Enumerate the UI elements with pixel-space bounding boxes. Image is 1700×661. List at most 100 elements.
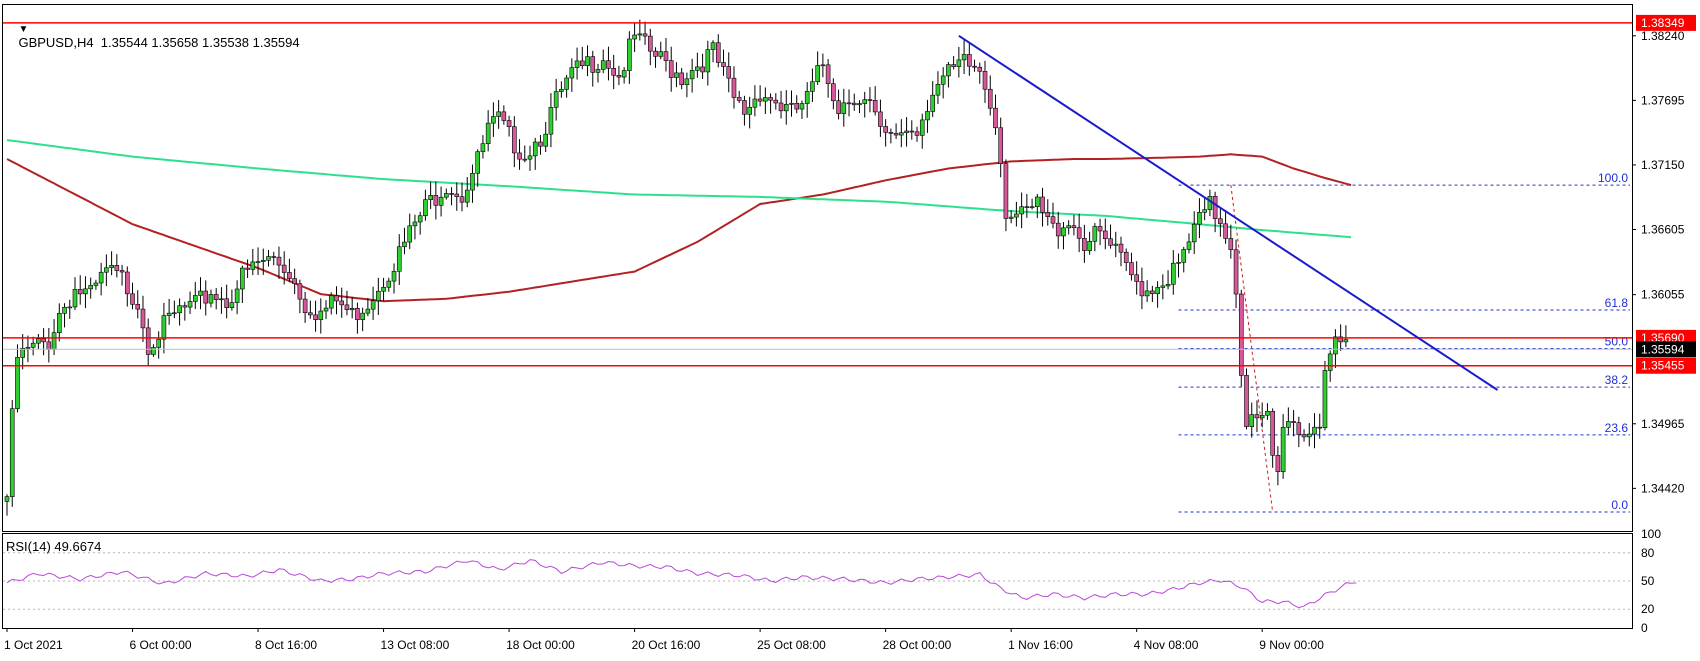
time-label: 1 Nov 16:00 [1008,638,1073,652]
candle-body [512,126,517,154]
candle-body [491,116,496,124]
candle-body [250,261,256,270]
candle-body [1071,225,1077,229]
candle-body [1087,241,1092,251]
price-tick-label: 1.36605 [1641,222,1685,236]
candle-body [899,132,904,136]
rsi-line [6,559,1357,609]
candle-body [485,122,491,145]
candle-body [1176,262,1181,264]
candle-body [506,120,512,127]
candle-body [564,77,569,90]
candle-body [1118,243,1124,253]
rsi-tick-label: 50 [1641,574,1655,588]
candle-body [721,62,726,67]
candle-body [789,102,794,105]
candle-body [297,283,303,300]
candle-body [344,304,350,311]
candle-body [365,308,371,314]
candle-body [1008,216,1014,219]
candle-body [318,310,324,320]
candle-body [883,126,888,133]
fib-level-label: 0.0 [1611,498,1628,512]
candles [4,19,1349,516]
current-price-label: 1.35594 [1641,342,1685,356]
candle-body [62,306,67,314]
time-label: 4 Nov 08:00 [1134,638,1199,652]
candle-body [428,195,433,200]
candle-body [496,111,501,117]
candle-body [668,60,674,78]
candle-body [182,305,188,308]
candle-body [328,295,334,309]
candle-body [25,346,31,349]
moving-averages [6,139,1352,303]
candle-body [240,267,245,290]
candle-body [1254,414,1260,419]
candle-body [1061,227,1066,237]
candle-body [987,88,993,109]
rsi-tick-label: 100 [1641,527,1661,541]
candle-body [276,256,282,266]
candle-body [982,70,988,90]
candle-body [1317,426,1323,429]
candle-body [1150,290,1155,295]
candle-body [1076,227,1082,239]
ma-slow-line [6,139,1352,239]
symbol-dropdown-icon[interactable]: ▼ [18,24,29,35]
fib-level-label: 50.0 [1605,335,1629,349]
candle-body [532,141,538,157]
candle-body [616,74,622,78]
candle-body [1024,206,1030,209]
candle-body [114,265,120,271]
candle-body [323,307,329,312]
candle-body [977,66,983,72]
candle-body [674,72,679,78]
candle-body [1228,238,1234,251]
time-label: 13 Oct 08:00 [381,638,450,652]
candle-body [1139,281,1145,297]
candle-body [574,60,580,68]
candle-body [993,107,998,129]
price-tick-label: 1.34965 [1641,417,1685,431]
fib-base-line [1230,185,1274,513]
price-tick-label: 1.38240 [1641,29,1685,43]
trend-line [958,34,1499,391]
candle-body [1155,287,1160,295]
candle-body [381,286,386,292]
price-tick-label: 1.36055 [1641,288,1685,302]
candle-body [1191,223,1197,243]
candle-body [423,199,428,217]
candle-body [376,290,381,302]
time-label: 25 Oct 08:00 [757,638,826,652]
candle-body [851,102,857,106]
candle-body [1291,421,1296,423]
candle-body [4,496,10,502]
candle-body [1306,433,1312,438]
candle-body [119,270,125,273]
candle-body [130,293,135,305]
candle-body [647,35,653,52]
fibonacci-retracement: 100.0 61.8 50.0 38.2 23.6 0.0 [1178,171,1630,513]
candle-body [292,278,297,285]
chart-header: ▼ GBPUSD,H4 1.35544 1.35658 1.35538 1.35… [4,5,299,65]
candle-body [104,267,109,273]
candle-body [522,158,528,161]
candle-body [1092,226,1098,242]
candle-body [1160,285,1166,288]
candle-body [940,75,946,85]
candle-body [1259,414,1265,419]
candle-body [1129,262,1134,276]
candle-body [1066,225,1071,229]
candle-body [1301,434,1307,438]
candle-body [1055,222,1061,237]
rsi-pane-border [2,533,1633,629]
rsi-tick-label: 0 [1641,621,1648,635]
candle-body [621,70,627,78]
candle-body [1003,163,1009,219]
candle-body [867,99,873,101]
candle-body [1202,209,1207,213]
candle-body [470,172,475,191]
level-price-label: 1.38349 [1641,16,1685,30]
candle-body [878,111,883,127]
